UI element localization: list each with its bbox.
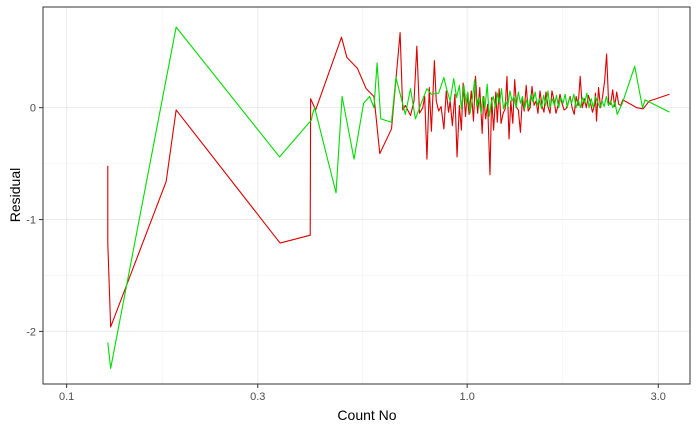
y-axis-title: Residual [7, 168, 23, 222]
series-line-green [107, 26, 670, 369]
x-axis: 0.1 0.3 1.0 3.0 [59, 384, 666, 403]
y-tick-label: -1 [26, 215, 36, 227]
y-tick-label: -2 [26, 326, 36, 338]
series-group [107, 26, 670, 369]
panel-border [42, 6, 691, 385]
y-tick-label: 0 [30, 103, 36, 115]
x-tick-label: 3.0 [651, 391, 666, 403]
y-axis: -2 -1 0 [26, 103, 43, 338]
x-axis-title: Count No [337, 407, 396, 423]
x-tick-label: 1.0 [460, 391, 475, 403]
x-tick-label: 0.3 [250, 391, 265, 403]
x-tick-label: 0.1 [59, 391, 74, 403]
